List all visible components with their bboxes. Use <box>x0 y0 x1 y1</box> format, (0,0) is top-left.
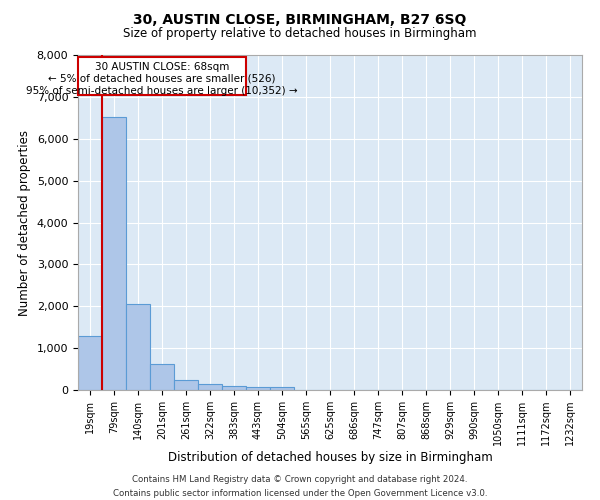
Text: Size of property relative to detached houses in Birmingham: Size of property relative to detached ho… <box>123 28 477 40</box>
Bar <box>222 386 246 390</box>
Bar <box>150 364 174 390</box>
Text: 30, AUSTIN CLOSE, BIRMINGHAM, B27 6SQ: 30, AUSTIN CLOSE, BIRMINGHAM, B27 6SQ <box>133 12 467 26</box>
Text: ← 5% of detached houses are smaller (526): ← 5% of detached houses are smaller (526… <box>48 74 276 84</box>
Bar <box>198 384 222 390</box>
Text: 30 AUSTIN CLOSE: 68sqm: 30 AUSTIN CLOSE: 68sqm <box>95 62 229 72</box>
FancyBboxPatch shape <box>78 57 246 95</box>
Bar <box>174 380 198 390</box>
Bar <box>246 388 270 390</box>
Bar <box>270 387 294 390</box>
Bar <box>126 304 150 390</box>
Y-axis label: Number of detached properties: Number of detached properties <box>18 130 31 316</box>
Text: Contains HM Land Registry data © Crown copyright and database right 2024.
Contai: Contains HM Land Registry data © Crown c… <box>113 476 487 498</box>
Text: 95% of semi-detached houses are larger (10,352) →: 95% of semi-detached houses are larger (… <box>26 86 298 96</box>
Bar <box>78 336 102 390</box>
X-axis label: Distribution of detached houses by size in Birmingham: Distribution of detached houses by size … <box>167 451 493 464</box>
Bar <box>102 117 126 390</box>
